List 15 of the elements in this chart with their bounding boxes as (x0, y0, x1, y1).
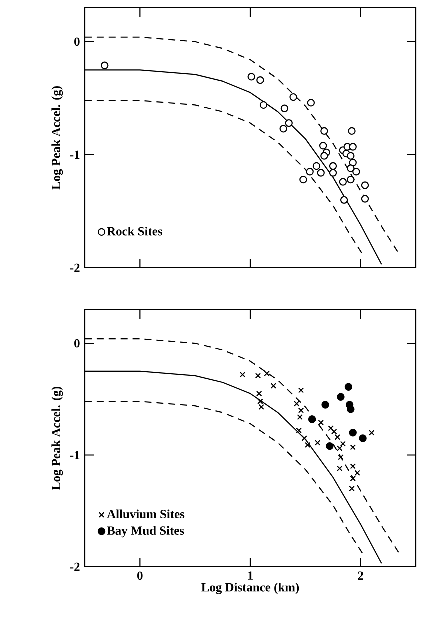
legend-label: Bay Mud Sites (107, 526, 184, 538)
x-axis-title: Log Distance (km) (202, 582, 300, 594)
legend-label: Rock Sites (107, 226, 162, 236)
y-tick-label: 0 (74, 339, 80, 348)
legend-label: Alluvium Sites (107, 510, 185, 519)
y-tick-label: -1 (70, 451, 80, 460)
x-tick-label: 2 (358, 572, 364, 580)
y-axis-title: Log Peak Accel. (g) (52, 86, 64, 190)
y-tick-label: -2 (70, 562, 80, 572)
y-tick-label: -1 (70, 150, 80, 160)
x-tick-label: 1 (248, 572, 253, 580)
y-axis-title: Log Peak Accel. (g) (52, 387, 64, 490)
y-tick-label: 0 (74, 38, 80, 46)
x-tick-label: 0 (138, 572, 143, 580)
y-tick-label: -2 (70, 264, 80, 272)
